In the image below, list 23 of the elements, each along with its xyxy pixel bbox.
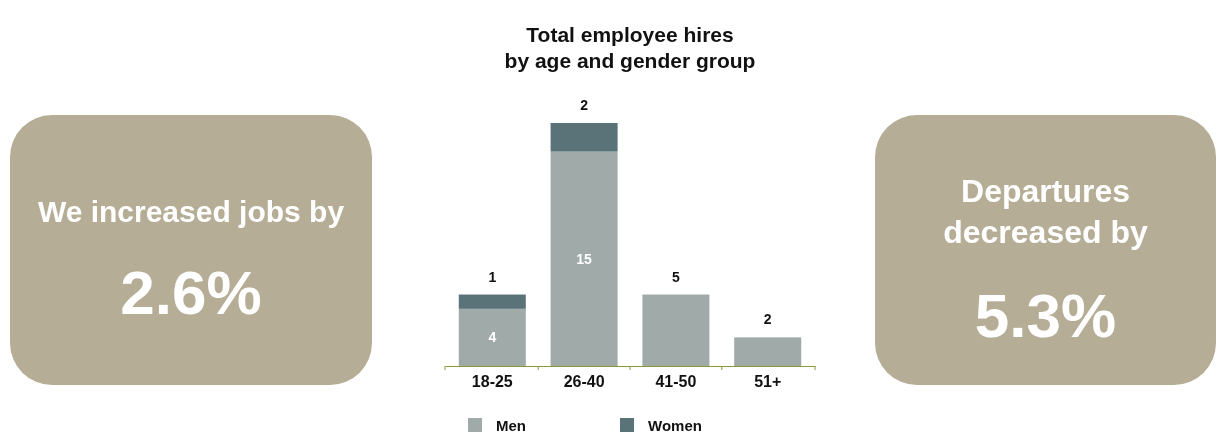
data-label: 2 (763, 311, 772, 328)
x-tick-label: 51+ (754, 372, 782, 390)
chart-title: Total employee hires by age and gender group (504, 23, 756, 72)
x-tick-label: 18-25 (471, 372, 513, 390)
text: Departures decreased by (943, 172, 1148, 251)
bar (458, 308, 526, 366)
data-label: 1 (488, 268, 497, 285)
x-tick-label: 41-50 (655, 372, 697, 390)
x-tick-label: 26-40 (563, 372, 605, 390)
text: 5.3% (974, 281, 1117, 351)
data-label: 4 (488, 329, 497, 346)
text: We increased jobs by (37, 194, 345, 228)
bar (734, 337, 802, 366)
data-label: 15 (576, 250, 593, 267)
bar (550, 123, 618, 152)
data-label: 2 (580, 97, 589, 113)
bar (458, 294, 526, 309)
legend-label: Women (648, 417, 702, 433)
bar (550, 151, 618, 366)
text: 2.6% (120, 257, 262, 327)
data-label: 5 (672, 268, 681, 285)
legend-label: Men (496, 417, 526, 433)
bar (642, 294, 710, 366)
